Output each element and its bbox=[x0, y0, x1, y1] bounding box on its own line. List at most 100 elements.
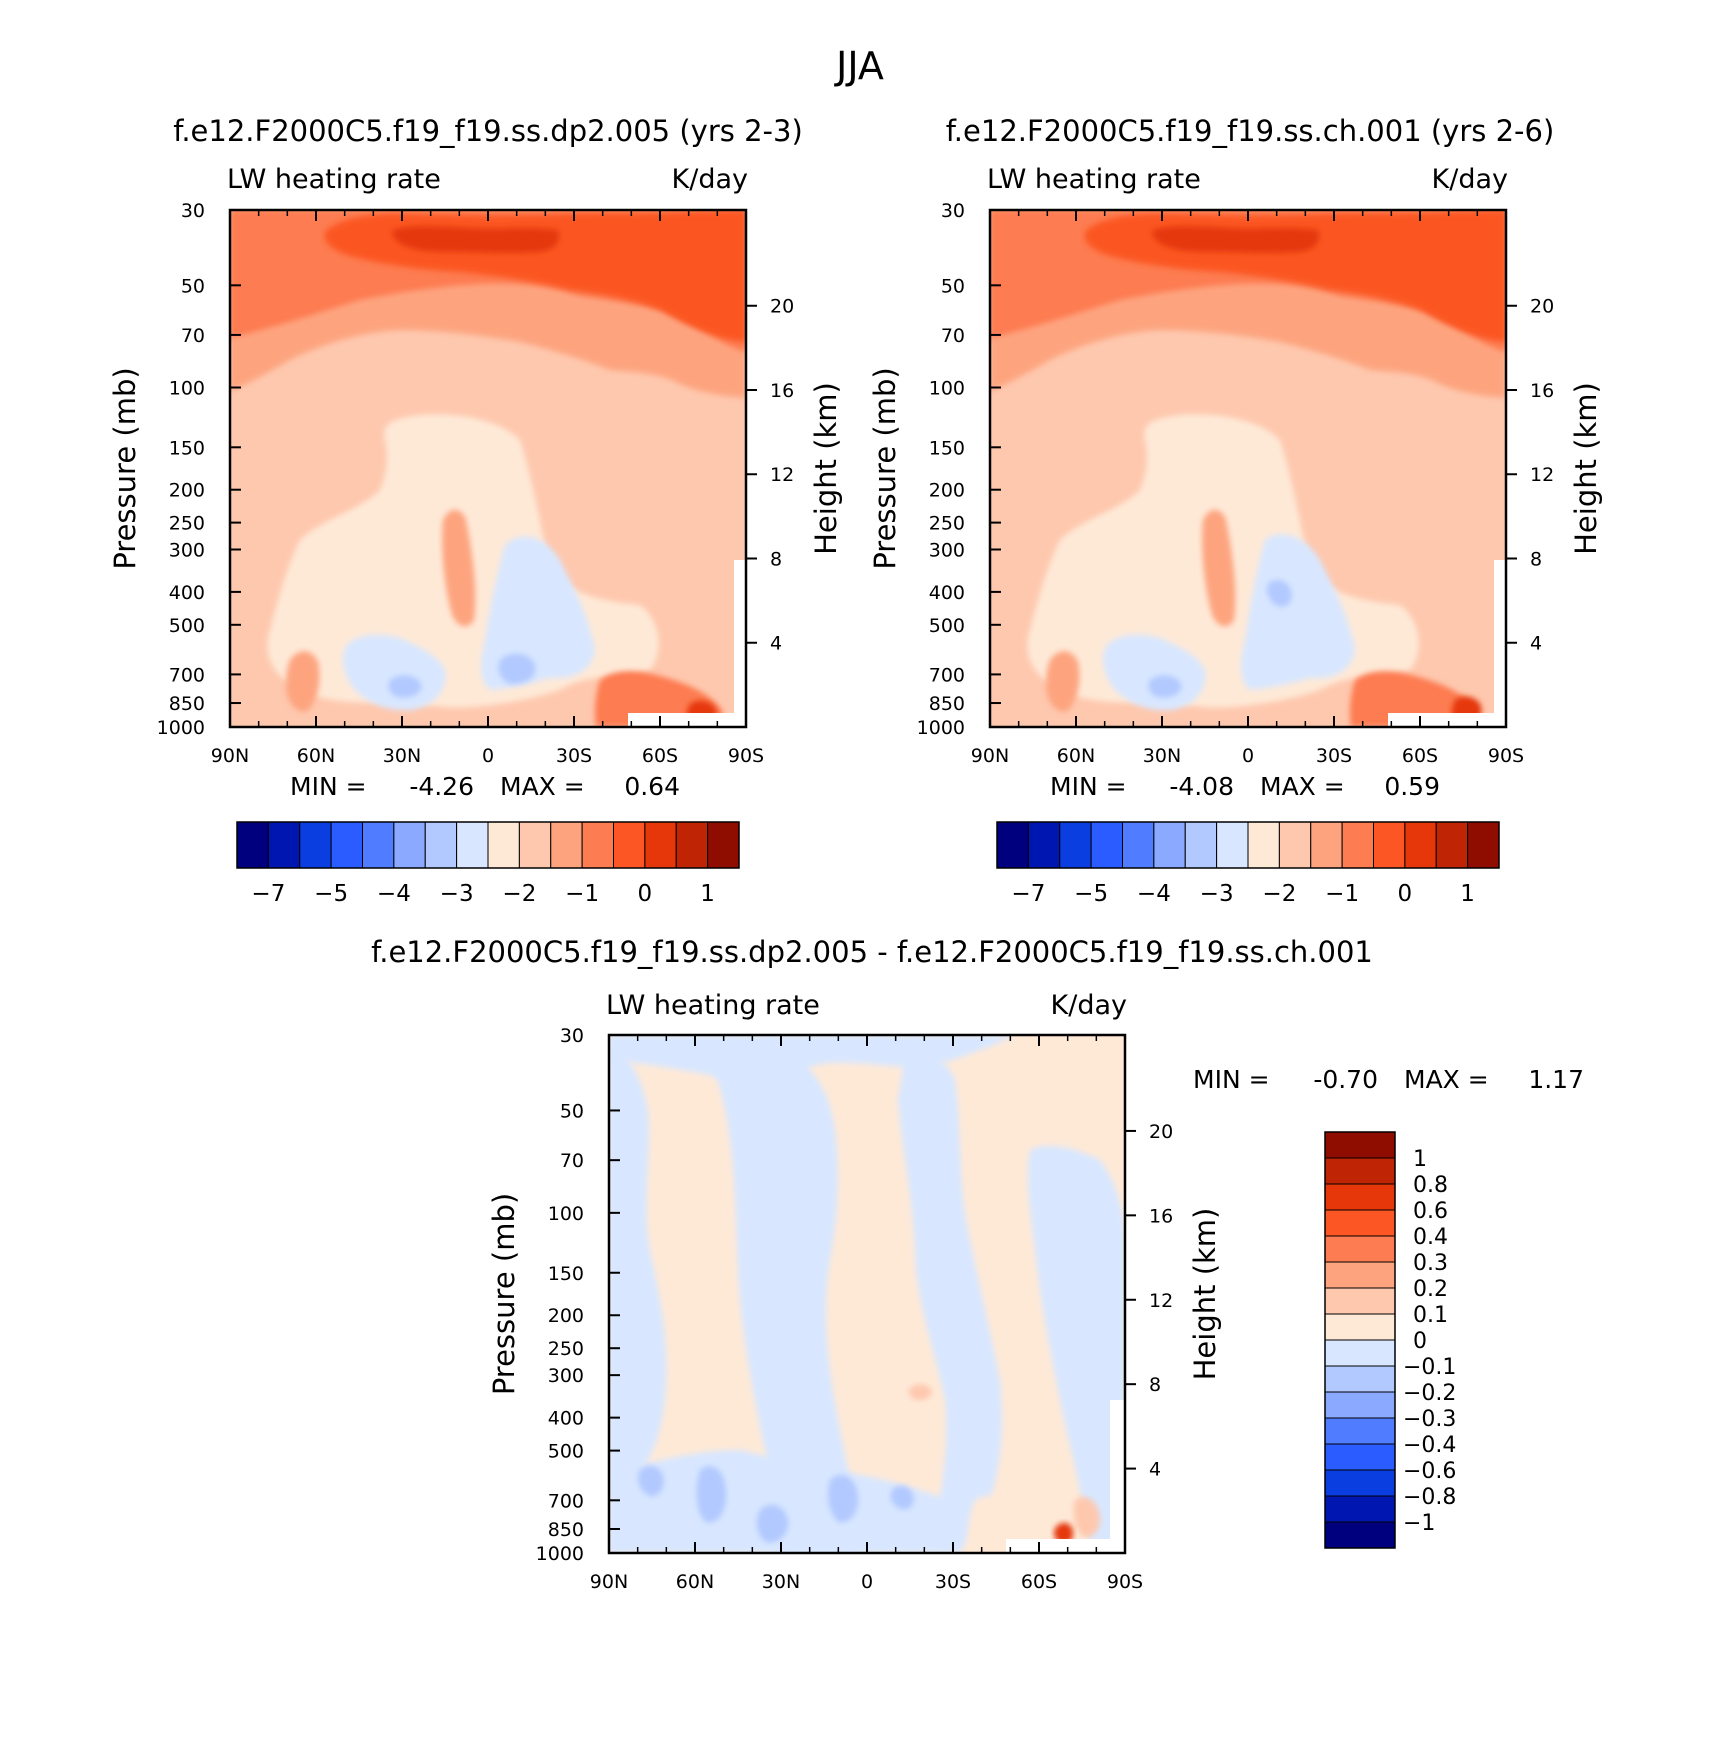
panel-c-colorbar-swatch bbox=[1324, 1157, 1396, 1185]
panel-a-xtick-label: 90N bbox=[211, 745, 249, 767]
panel-c-colorbar: 10.80.60.40.30.20.10−0.1−0.2−0.3−0.4−0.6… bbox=[1324, 1131, 1456, 1549]
panel-b-missing-topo bbox=[1388, 713, 1506, 727]
panel-a-contour-blue2 bbox=[343, 634, 446, 711]
panel-b-y2tick-label: 8 bbox=[1530, 548, 1542, 570]
panel-b-y2tick-label: 4 bbox=[1530, 633, 1542, 655]
panel-c-xtick-label: 60S bbox=[1021, 1571, 1057, 1593]
panel-c-axes: 90N 60N 30N 0 30S 60S 90S 30 50 70 100 150 200 250 300… bbox=[487, 1025, 1222, 1593]
panel-c-field bbox=[609, 1035, 1125, 1553]
panel-b-xtick-label: 60N bbox=[1057, 745, 1095, 767]
panel-a-xtick-label: 90S bbox=[728, 745, 764, 767]
panel-b-y2label: Height (km) bbox=[1569, 382, 1603, 555]
panel-a-missing-topo bbox=[628, 713, 746, 727]
panel-c-colorbar-swatch bbox=[1324, 1521, 1396, 1549]
panel-c-blue-2 bbox=[756, 1504, 789, 1543]
panel-c-cool-band1 bbox=[609, 1050, 667, 1495]
panel-a-y2label: Height (km) bbox=[809, 382, 843, 555]
panel-a-contour-blue1 bbox=[481, 536, 595, 690]
panel-c-colorbar-label: 0.1 bbox=[1413, 1303, 1448, 1328]
panel-c-blue-1 bbox=[696, 1466, 727, 1523]
panel-c-hot-spot bbox=[1053, 1522, 1074, 1544]
panel-c-colorbar-swatch bbox=[1324, 1209, 1396, 1237]
panel-c-min-label: MIN = bbox=[1193, 1065, 1270, 1094]
panel-b-colorbar-swatch bbox=[1341, 821, 1374, 869]
panel-b-colorbar-label: −1 bbox=[1325, 881, 1359, 907]
panel-b-ytick-label: 1000 bbox=[917, 717, 965, 739]
panel-c-min-value: -0.70 bbox=[1313, 1065, 1378, 1094]
panel-b-colorbar-swatch bbox=[1310, 821, 1343, 869]
panel-c-colorbar-label: 0.2 bbox=[1413, 1277, 1448, 1302]
panel-b-ytick-label: 150 bbox=[929, 437, 965, 459]
panel-b-y2tick-label: 12 bbox=[1530, 464, 1554, 486]
panel-a-ytick-label: 1000 bbox=[157, 717, 205, 739]
panel-b-colorbar-swatch bbox=[996, 821, 1029, 869]
panel-c-ytick-label: 100 bbox=[548, 1203, 584, 1225]
panel-a-ytick-label: 400 bbox=[169, 582, 205, 604]
panel-a-ytick-label: 500 bbox=[169, 615, 205, 637]
panel-a-xtick-label: 30S bbox=[556, 745, 592, 767]
panel-a-ytick-label: 70 bbox=[181, 325, 205, 347]
panel-a-colorbar-swatch bbox=[644, 821, 677, 869]
panel-a-ytick-label: 300 bbox=[169, 539, 205, 561]
panel-b-contour-core bbox=[1152, 226, 1320, 253]
panel-a-ytick-label: 100 bbox=[169, 378, 205, 400]
panel-a-y2tick-label: 12 bbox=[770, 464, 794, 486]
panel-a-contour-blue3 bbox=[498, 653, 536, 685]
panel-c-ytick-label: 1000 bbox=[536, 1543, 584, 1565]
panel-c-y2tick-label: 4 bbox=[1149, 1459, 1161, 1481]
panel-c-colorbar-swatch bbox=[1324, 1339, 1396, 1367]
panel-c-ytick-label: 300 bbox=[548, 1365, 584, 1387]
panel-b-colorbar-swatch bbox=[1153, 821, 1186, 869]
panel-b-colorbar-label: −3 bbox=[1200, 881, 1234, 907]
panel-b-min-label: MIN = bbox=[1050, 772, 1127, 801]
panel-a-max-label: MAX = bbox=[500, 772, 585, 801]
panel-b-ytick-label: 30 bbox=[941, 200, 965, 222]
panel-b-xtick-label: 0 bbox=[1242, 745, 1254, 767]
panel-b-ytick-label: 50 bbox=[941, 275, 965, 297]
panel-a-ytick-label: 250 bbox=[169, 513, 205, 535]
panel-a-colorbar-swatch bbox=[707, 821, 740, 869]
panel-c-ytick-label: 400 bbox=[548, 1408, 584, 1430]
panel-c-ytick-label: 150 bbox=[548, 1263, 584, 1285]
panel-c-y2tick-label: 16 bbox=[1149, 1205, 1173, 1227]
panel-c-left-label: LW heating rate bbox=[606, 990, 820, 1021]
panel-b-contour-blue3 bbox=[1266, 579, 1292, 607]
panel-a-colorbar-swatch bbox=[393, 821, 426, 869]
panel-c-cool-band2 bbox=[700, 1060, 860, 1553]
panel-c-ytick-label: 250 bbox=[548, 1338, 584, 1360]
panel-c-colorbar-label: 0 bbox=[1413, 1329, 1427, 1354]
panel-c: f.e12.F2000C5.f19_f19.ss.dp2.005 - f.e12… bbox=[371, 935, 1584, 1593]
panel-b-ytick-label: 100 bbox=[929, 378, 965, 400]
panel-b-contour-blue1 bbox=[1241, 534, 1355, 690]
panel-c-colorbar-swatch bbox=[1324, 1313, 1396, 1341]
panel-b-ytick-label: 70 bbox=[941, 325, 965, 347]
panel-c-y2tick-label: 8 bbox=[1149, 1374, 1161, 1396]
panel-c-peach-2 bbox=[908, 1384, 932, 1400]
panel-a-missing-edge bbox=[734, 560, 746, 727]
panel-b-colorbar-swatch bbox=[1373, 821, 1406, 869]
panel-b-colorbar-swatch bbox=[1247, 821, 1280, 869]
panel-b-colorbar-swatch bbox=[1467, 821, 1500, 869]
panel-c-cool-band4 bbox=[1027, 1145, 1125, 1553]
panel-c-ytick-label: 200 bbox=[548, 1305, 584, 1327]
panel-c-colorbar-swatch bbox=[1324, 1183, 1396, 1211]
panel-b-colorbar-swatch bbox=[1059, 821, 1092, 869]
panel-a-colorbar-label: −1 bbox=[565, 881, 599, 907]
panel-c-colorbar-swatch bbox=[1324, 1287, 1396, 1315]
panel-c-colorbar-swatch bbox=[1324, 1443, 1396, 1471]
panel-a-colorbar-swatch bbox=[299, 821, 332, 869]
panel-c-colorbar-swatch bbox=[1324, 1235, 1396, 1263]
panel-b-colorbar-label: 1 bbox=[1460, 881, 1475, 907]
panel-b-xtick-label: 30S bbox=[1316, 745, 1352, 767]
panel-c-missing-topo bbox=[1006, 1539, 1125, 1553]
panel-a-contour-blue4 bbox=[388, 675, 422, 698]
panel-b-xtick-label: 30N bbox=[1143, 745, 1181, 767]
panel-a-colorbar-swatch bbox=[675, 821, 709, 869]
panel-a-title: f.e12.F2000C5.f19_f19.ss.dp2.005 (yrs 2-… bbox=[173, 114, 803, 148]
panel-b-ytick-label: 300 bbox=[929, 539, 965, 561]
panel-b-xtick-label: 60S bbox=[1402, 745, 1438, 767]
panel-c-colorbar-swatch bbox=[1324, 1469, 1396, 1497]
panel-a-colorbar-swatch bbox=[267, 821, 301, 869]
panel-c-max-value: 1.17 bbox=[1528, 1065, 1584, 1094]
